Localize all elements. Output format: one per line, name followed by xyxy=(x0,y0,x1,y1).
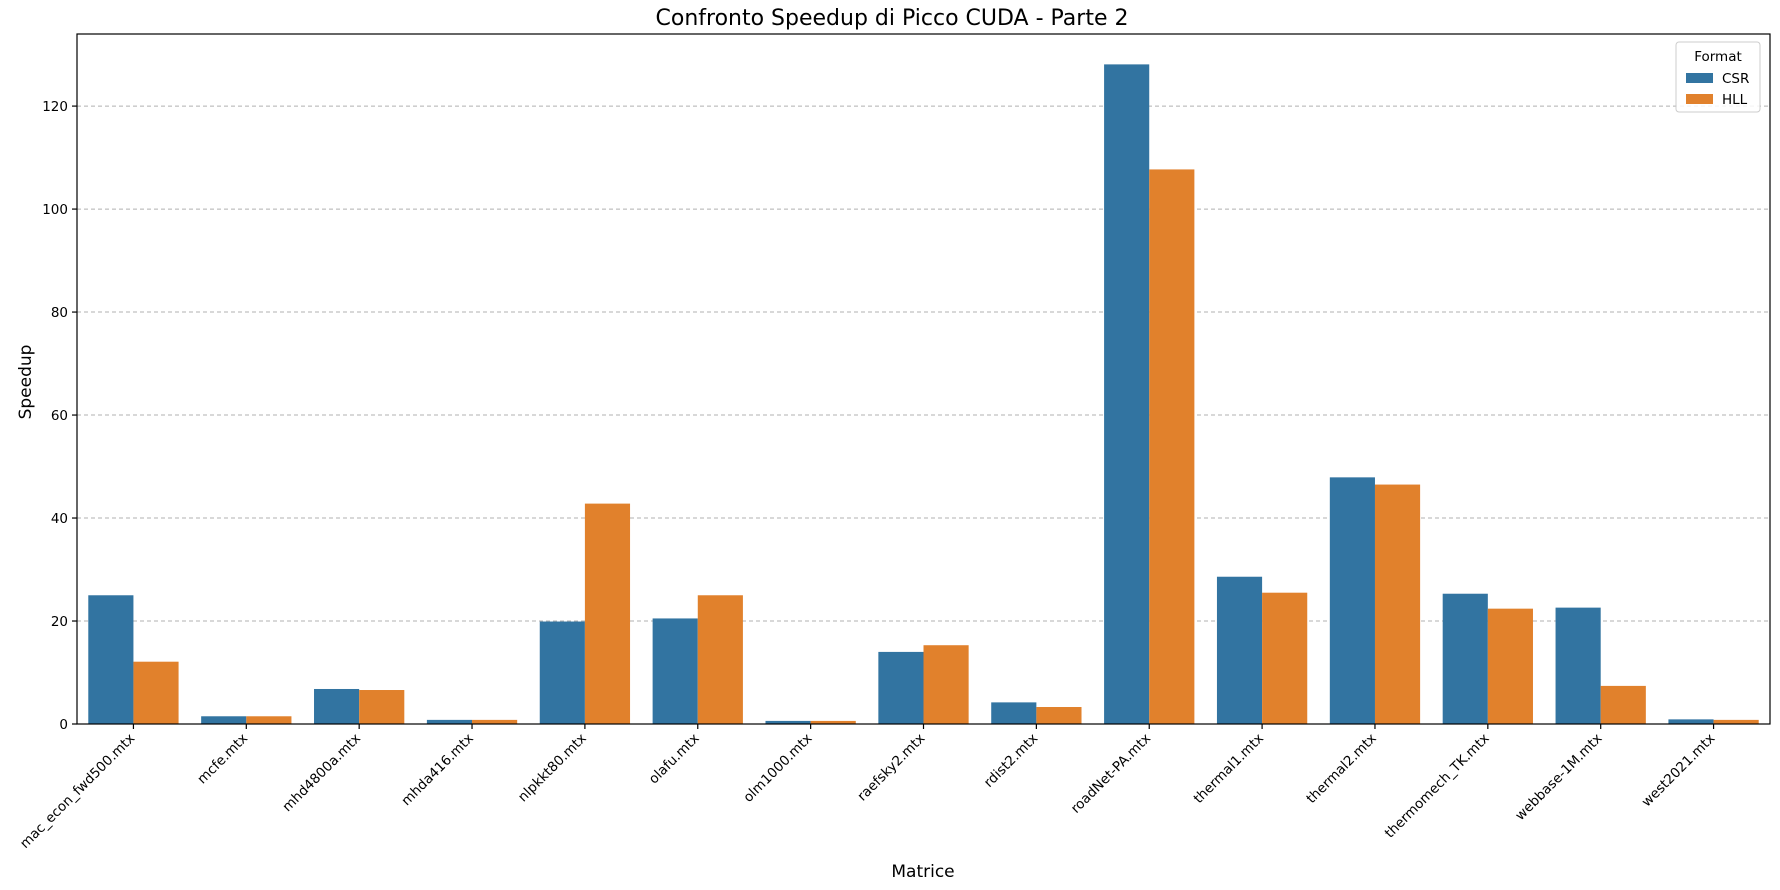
bar-csr xyxy=(539,621,585,724)
legend-swatch-hll xyxy=(1686,94,1713,104)
y-gridlines xyxy=(77,105,1770,622)
bar-hll xyxy=(1262,592,1308,724)
x-tick-label: mhd4800a.mtx xyxy=(279,731,364,816)
bar-hll xyxy=(1149,169,1195,725)
bar-hll xyxy=(1713,719,1759,724)
bar-csr xyxy=(1216,576,1263,724)
bar-csr xyxy=(88,595,134,724)
x-tick-label: thermal2.mtx xyxy=(1303,731,1379,807)
bar-hll xyxy=(472,719,518,724)
bar-csr xyxy=(1668,719,1714,724)
x-tick-label: west2021.mtx xyxy=(1639,731,1719,811)
bar-hll xyxy=(1374,484,1421,724)
bar-csr xyxy=(314,688,360,724)
bar-hll xyxy=(697,595,743,724)
x-tick-label: olafu.mtx xyxy=(646,731,703,788)
bar-hll xyxy=(810,720,856,724)
y-tick-label: 120 xyxy=(42,99,68,115)
x-tick-label: thermomech_TK.mtx xyxy=(1382,731,1493,842)
x-tick-label: webbase-1M.mtx xyxy=(1512,731,1605,824)
bar-csr xyxy=(201,716,247,724)
bar-csr xyxy=(1555,607,1601,724)
bar-hll xyxy=(923,645,969,724)
bar-hll xyxy=(1600,685,1646,724)
bar-csr xyxy=(1442,593,1488,724)
x-tick-label: olm1000.mtx xyxy=(740,731,815,806)
x-tick-label: mhda416.mtx xyxy=(398,731,477,810)
bar-csr xyxy=(1104,64,1150,724)
x-tick-label: thermal1.mtx xyxy=(1191,731,1267,807)
chart-title: Confronto Speedup di Picco CUDA - Parte … xyxy=(656,6,1129,31)
bar-csr xyxy=(991,702,1037,724)
x-tick-label: nlpkkt80.mtx xyxy=(515,731,590,806)
y-tick-label: 20 xyxy=(51,614,68,630)
y-tick-label: 100 xyxy=(42,202,68,218)
bar-csr xyxy=(652,618,698,724)
y-tick-label: 60 xyxy=(51,408,68,424)
bar-hll xyxy=(1487,608,1533,724)
y-tick-label: 40 xyxy=(51,511,68,527)
bar-hll xyxy=(246,716,292,724)
bar-hll xyxy=(1036,707,1082,724)
y-tick-label: 0 xyxy=(59,717,68,733)
legend-swatch-csr xyxy=(1686,73,1713,83)
legend: Format CSR HLL xyxy=(1675,41,1761,113)
bar-hll xyxy=(584,503,631,724)
x-tick-label: roadNet-PA.mtx xyxy=(1068,731,1154,817)
bar-csr xyxy=(426,719,473,724)
x-axis: mac_econ_fwd500.mtx mcfe.mtx mhd4800a.mtx m… xyxy=(17,724,1718,852)
legend-title: Format xyxy=(1694,49,1742,65)
bars xyxy=(88,64,1759,725)
bar-csr xyxy=(765,720,811,724)
x-axis-label: Matrice xyxy=(891,862,954,882)
y-tick-label: 80 xyxy=(51,305,68,321)
legend-label-csr: CSR xyxy=(1722,71,1749,87)
x-tick-label: mac_econ_fwd500.mtx xyxy=(17,731,138,852)
x-tick-label: rdist2.mtx xyxy=(981,731,1041,791)
legend-label-hll: HLL xyxy=(1722,92,1748,108)
bar-hll xyxy=(359,690,405,724)
bar-csr xyxy=(1329,477,1375,724)
y-axis: 0 20 40 60 80 100 120 xyxy=(42,99,77,733)
y-axis-label: Speedup xyxy=(16,345,36,420)
x-tick-label: raefsky2.mtx xyxy=(854,731,928,805)
bar-hll xyxy=(133,661,179,724)
x-tick-label: mcfe.mtx xyxy=(194,731,251,788)
bar-csr xyxy=(878,651,924,724)
